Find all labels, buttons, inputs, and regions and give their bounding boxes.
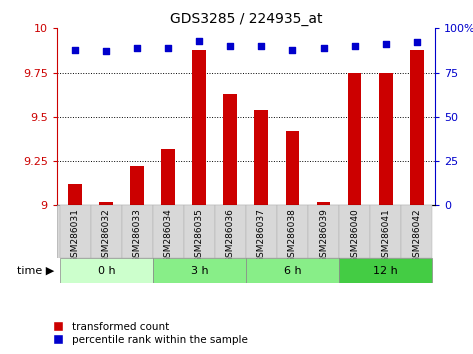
Bar	[401, 205, 432, 258]
Text: GSM286038: GSM286038	[288, 208, 297, 263]
Text: GSM286036: GSM286036	[226, 208, 235, 263]
Bar	[339, 205, 370, 258]
Bar	[348, 73, 361, 205]
Text: GSM286039: GSM286039	[319, 208, 328, 263]
Point	[227, 43, 234, 49]
Bar	[122, 205, 153, 258]
Bar	[153, 205, 184, 258]
Point	[165, 45, 172, 51]
Legend: transformed count, percentile rank within the sample: transformed count, percentile rank withi…	[43, 317, 252, 349]
Point	[71, 47, 79, 52]
Bar	[184, 205, 215, 258]
Bar	[254, 110, 269, 205]
Bar	[131, 166, 144, 205]
Bar	[60, 258, 153, 283]
Bar	[60, 205, 91, 258]
Bar	[246, 205, 277, 258]
Bar	[91, 205, 122, 258]
Text: 12 h: 12 h	[373, 266, 398, 276]
Point	[196, 38, 203, 44]
Point	[103, 48, 110, 54]
Bar	[69, 184, 82, 205]
Point	[133, 45, 141, 51]
Text: GSM286042: GSM286042	[412, 208, 421, 263]
Bar	[99, 202, 114, 205]
Bar	[246, 258, 339, 283]
Point	[320, 45, 327, 51]
Text: 3 h: 3 h	[191, 266, 208, 276]
Bar	[223, 94, 237, 205]
Bar	[153, 258, 246, 283]
Point	[351, 43, 359, 49]
Bar	[286, 131, 299, 205]
Text: GSM286037: GSM286037	[257, 208, 266, 263]
Title: GDS3285 / 224935_at: GDS3285 / 224935_at	[170, 12, 322, 26]
Bar	[370, 205, 401, 258]
Bar	[161, 149, 175, 205]
Bar	[378, 73, 393, 205]
Text: GSM286035: GSM286035	[195, 208, 204, 263]
Point	[382, 41, 389, 47]
Text: GSM286032: GSM286032	[102, 208, 111, 263]
Text: 0 h: 0 h	[97, 266, 115, 276]
Text: time ▶: time ▶	[17, 266, 54, 276]
Bar	[410, 50, 423, 205]
Text: GSM286041: GSM286041	[381, 208, 390, 263]
Point	[289, 47, 296, 52]
Bar	[215, 205, 246, 258]
Bar	[316, 202, 331, 205]
Bar	[308, 205, 339, 258]
Bar	[277, 205, 308, 258]
Bar	[193, 50, 206, 205]
Point	[258, 43, 265, 49]
Text: GSM286034: GSM286034	[164, 208, 173, 263]
Text: GSM286040: GSM286040	[350, 208, 359, 263]
Text: GSM286031: GSM286031	[71, 208, 80, 263]
Text: GSM286033: GSM286033	[133, 208, 142, 263]
Bar	[339, 258, 432, 283]
Text: 6 h: 6 h	[284, 266, 301, 276]
Point	[413, 40, 420, 45]
